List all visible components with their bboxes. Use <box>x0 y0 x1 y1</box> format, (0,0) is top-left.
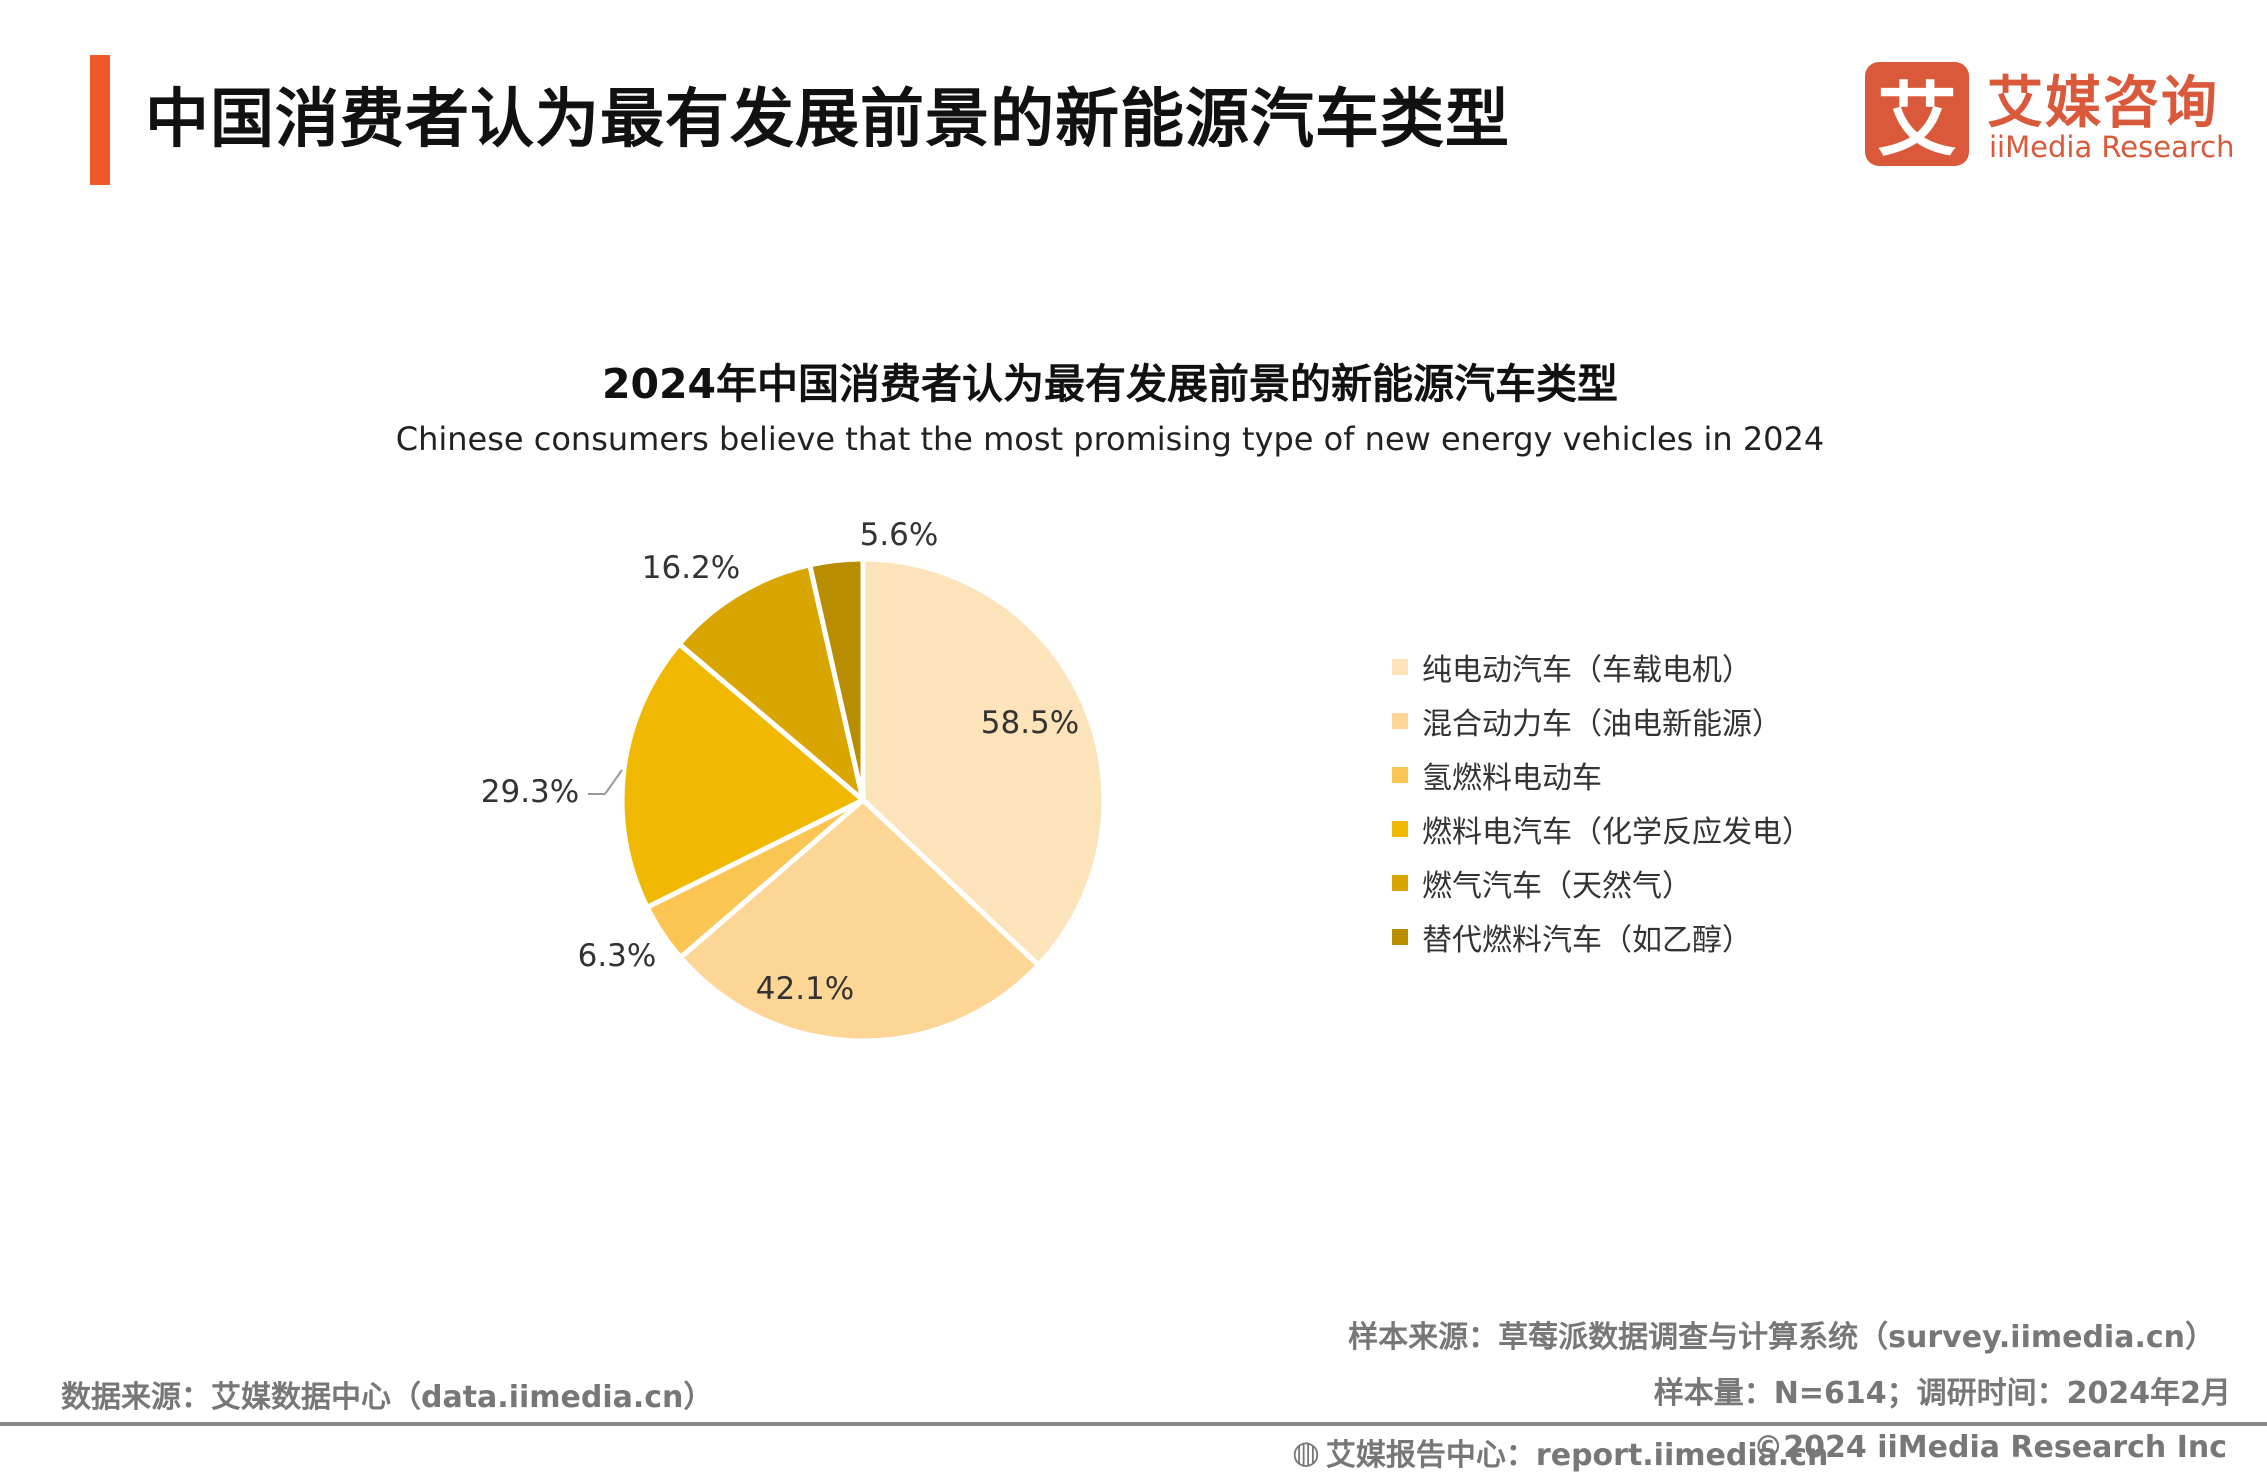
data-label: 58.5% <box>981 705 1079 741</box>
data-label: 16.2% <box>642 550 740 586</box>
pie-slice <box>675 561 868 807</box>
data-label: 6.3% <box>578 938 657 974</box>
data-label: 42.1% <box>756 971 854 1007</box>
chart-subtitle: Chinese consumers believe that the most … <box>395 420 1825 458</box>
legend-label: 燃气汽车（天然气） <box>1422 869 1692 904</box>
title-accent-bar <box>90 55 110 185</box>
legend-label: 替代燃料汽车（如乙醇） <box>1422 923 1752 958</box>
legend-label: 燃料电汽车（化学反应发电） <box>1422 815 1812 850</box>
data-source: 数据来源：艾媒数据中心（data.iimedia.cn） <box>61 1380 714 1415</box>
data-label: 5.6% <box>860 517 939 553</box>
logo-mark: 艾 <box>1865 62 1969 167</box>
pie-slice <box>806 556 866 801</box>
legend-item: 氢燃料电动车 <box>1392 748 1812 802</box>
sample-source: 样本来源：草莓派数据调查与计算系统（survey.iimedia.cn） <box>1348 1320 2215 1355</box>
report-center-text: 艾媒报告中心：report.iimedia.cn <box>1325 1438 1829 1473</box>
globe-icon: ◍ <box>1292 1433 1320 1471</box>
legend-swatch <box>1392 821 1408 837</box>
pie-slice <box>860 556 1107 969</box>
legend-item: 纯电动汽车（车载电机） <box>1392 640 1812 694</box>
legend-swatch <box>1392 767 1408 783</box>
legend-item: 混合动力车（油电新能源） <box>1392 694 1812 748</box>
legend: 纯电动汽车（车载电机） 混合动力车（油电新能源） 氢燃料电动车燃料电汽车（化学反应发… <box>1392 640 1812 964</box>
legend-item: 燃料电汽车（化学反应发电） <box>1392 802 1812 856</box>
legend-item: 替代燃料汽车（如乙醇） <box>1392 910 1812 964</box>
legend-label: 混合动力车（油电新能源） <box>1422 707 1782 742</box>
logo-en: iiMedia Research <box>1989 130 2235 164</box>
report-center[interactable]: ◍ 艾媒报告中心：report.iimedia.cn <box>1292 1430 1828 1474</box>
legend-swatch <box>1392 713 1408 729</box>
copyright: ©2024 iiMedia Research Inc <box>1753 1430 2227 1465</box>
page-title: 中国消费者认为最有发展前景的新能源汽车类型 <box>145 83 1510 157</box>
logo: 艾 艾媒咨询 iiMedia Research <box>1865 62 2235 172</box>
data-label: 29.3% <box>481 774 579 810</box>
leader-line <box>604 769 623 795</box>
legend-swatch <box>1392 929 1408 945</box>
legend-label: 纯电动汽车（车载电机） <box>1422 653 1752 688</box>
footer-divider <box>0 1422 2267 1426</box>
sample-size: 样本量：N=614；调研时间：2024年2月 <box>1653 1376 2231 1411</box>
pie-slice <box>619 640 868 911</box>
chart-title: 2024年中国消费者认为最有发展前景的新能源汽车类型 <box>601 360 1619 408</box>
pie-slice <box>676 796 1042 1044</box>
legend-item: 燃气汽车（天然气） <box>1392 856 1812 910</box>
legend-swatch <box>1392 875 1408 891</box>
legend-label: 氢燃料电动车 <box>1422 761 1602 796</box>
legend-swatch <box>1392 659 1408 675</box>
logo-cn: 艾媒咨询 <box>1987 71 2219 136</box>
